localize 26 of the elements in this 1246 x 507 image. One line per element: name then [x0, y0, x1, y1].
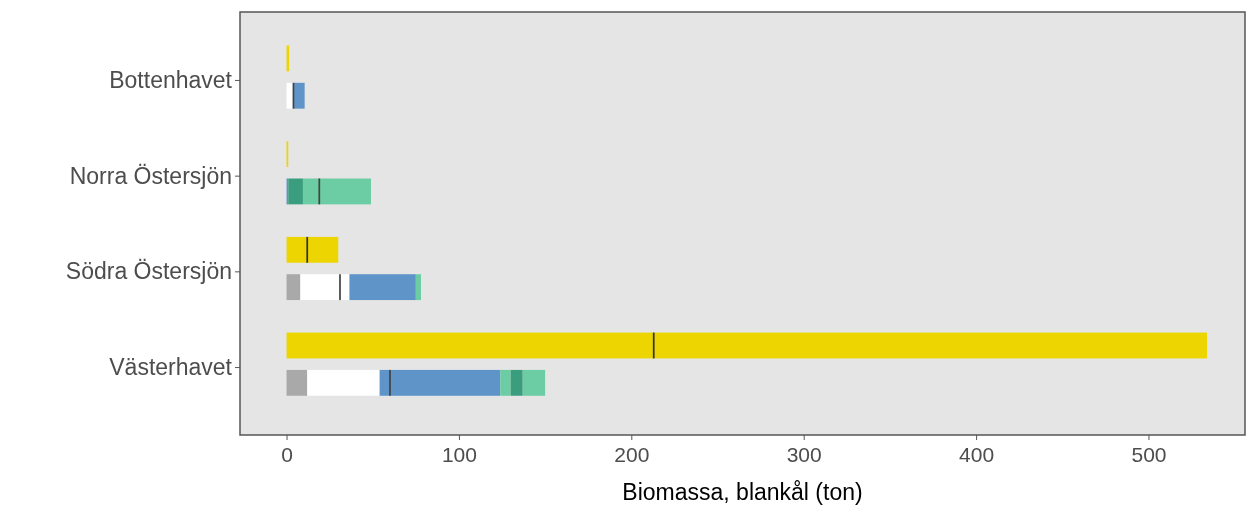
- x-tick-label: 300: [786, 442, 822, 466]
- y-tick-label: Södra Östersjön: [65, 258, 232, 285]
- bar: [510, 369, 523, 396]
- bar: [286, 274, 301, 301]
- bar: [302, 178, 372, 205]
- bar: [300, 274, 350, 301]
- bar: [349, 274, 416, 301]
- x-tick-label: 200: [614, 442, 650, 466]
- bar: [379, 369, 501, 396]
- bar: [288, 178, 303, 205]
- bar: [415, 274, 421, 301]
- bar: [286, 369, 308, 396]
- x-tick-label: 0: [281, 442, 293, 466]
- bar: [307, 369, 380, 396]
- y-tick-label: Bottenhavet: [109, 66, 233, 93]
- bar: [522, 369, 546, 396]
- bar: [500, 369, 511, 396]
- x-tick-label: 400: [959, 442, 995, 466]
- bar: [286, 236, 339, 263]
- bar: [286, 332, 1208, 359]
- y-tick-label: Västerhavet: [109, 353, 233, 380]
- x-tick-label: 500: [1131, 442, 1167, 466]
- x-tick-label: 100: [441, 442, 477, 466]
- x-axis-title: Biomassa, blankål (ton): [622, 479, 863, 505]
- y-tick-label: Norra Östersjön: [69, 162, 232, 189]
- bar: [293, 82, 305, 109]
